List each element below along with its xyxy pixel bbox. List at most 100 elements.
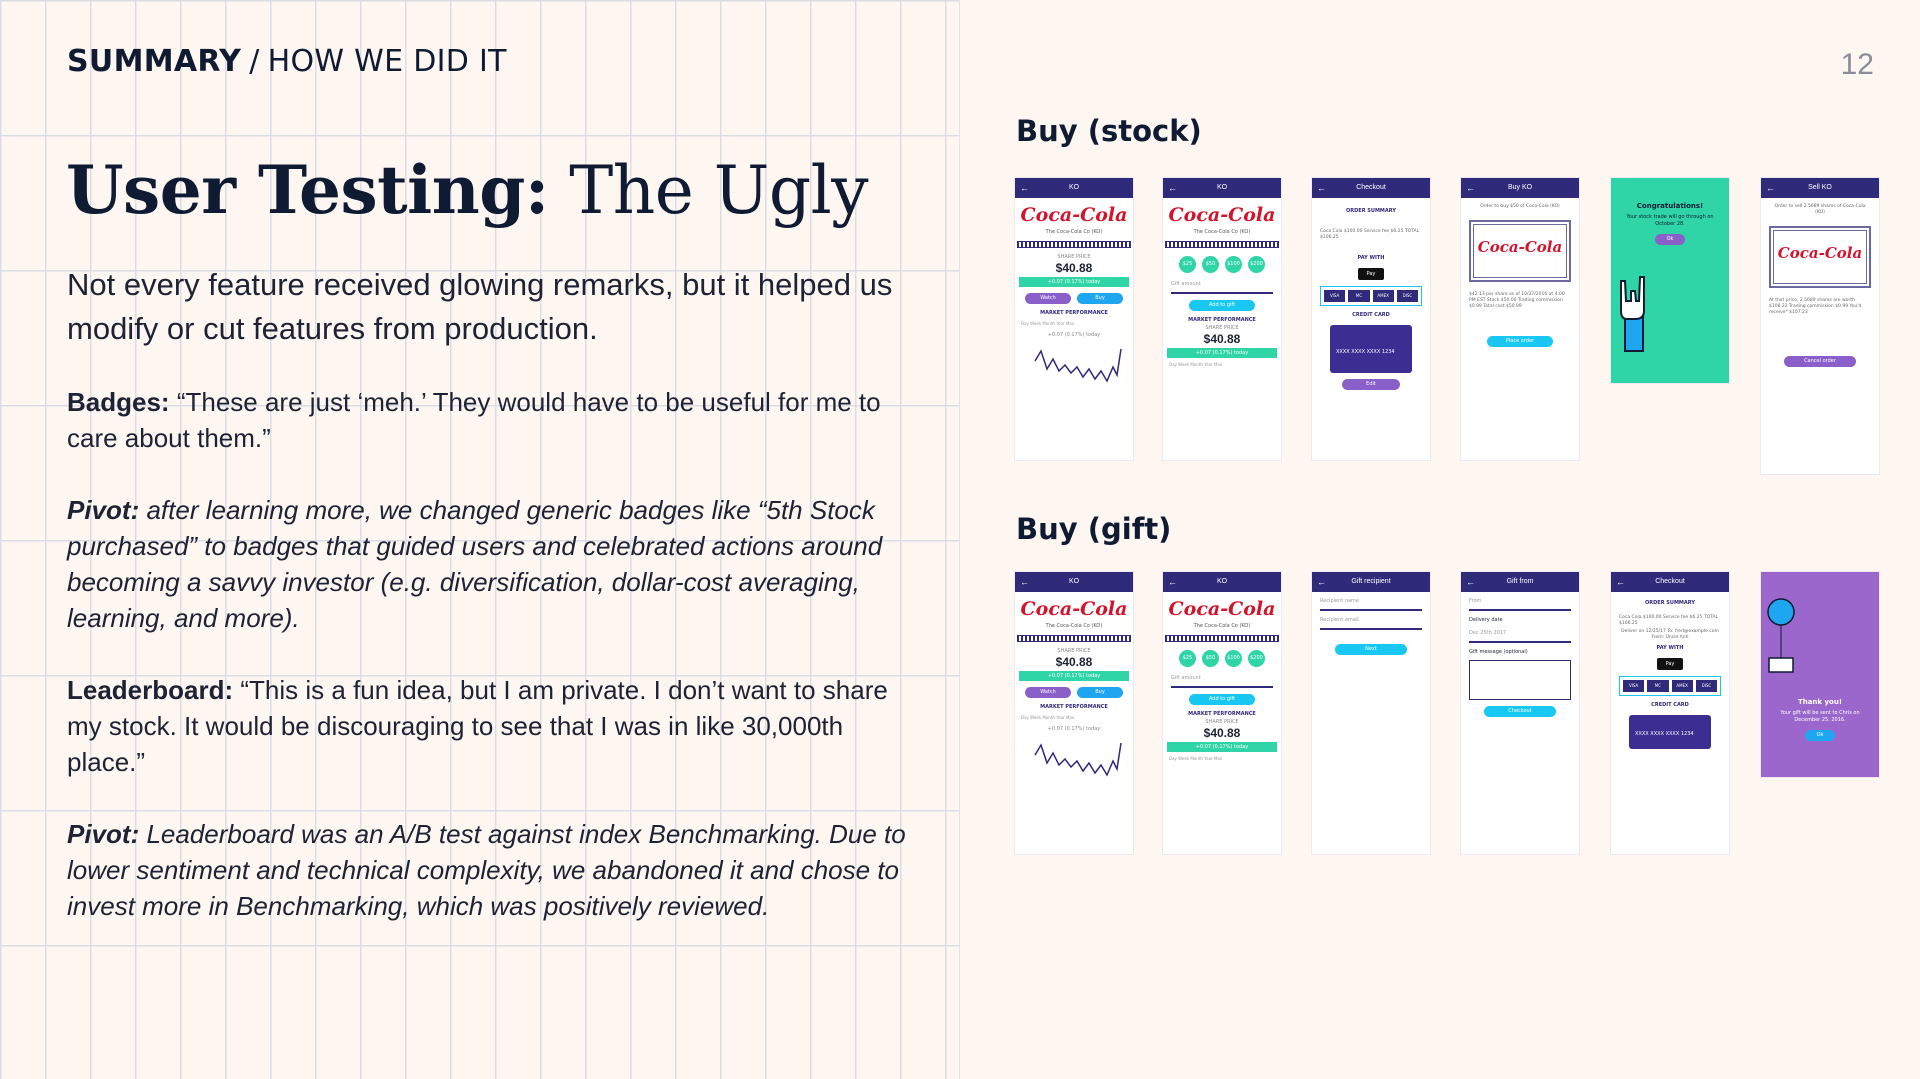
gift-amount-field[interactable]: [1171, 292, 1273, 294]
watch-button[interactable]: Watch: [1025, 687, 1071, 698]
buy-button[interactable]: Buy: [1077, 293, 1123, 304]
gift-message-field[interactable]: [1469, 660, 1571, 700]
card-type-selector[interactable]: VISA MC AMEX DISC: [1619, 676, 1721, 696]
card-type[interactable]: AMEX: [1671, 680, 1693, 692]
order-lines: Coca Cola $100.00 Service fee $6.25 TOTA…: [1619, 615, 1719, 626]
company-name: The Coca-Cola Co (KO): [1045, 229, 1103, 235]
amount-option[interactable]: $100: [1225, 650, 1242, 667]
recipient-name-field[interactable]: [1320, 609, 1422, 611]
price-change-small: +0.07 (0.17%) today: [1047, 332, 1101, 338]
action-buttons: Watch Buy: [1015, 293, 1133, 304]
amount-option[interactable]: $50: [1202, 650, 1219, 667]
paragraph-text: Leaderboard was an A/B test against inde…: [67, 819, 906, 921]
back-icon: ←: [1616, 577, 1625, 587]
share-price-label: SHARE PRICE: [1057, 254, 1091, 260]
screen-ko-detail: ← KO Coca-Cola The Coca-Cola Co (KO) SHAR…: [1015, 178, 1133, 460]
price-chart: [1034, 348, 1122, 383]
ok-button[interactable]: Ok: [1805, 730, 1835, 741]
buy-button[interactable]: Buy: [1077, 687, 1123, 698]
gift-amount-field[interactable]: [1171, 686, 1273, 688]
apple-pay-button[interactable]: Pay: [1358, 268, 1384, 280]
card-type[interactable]: DISC: [1396, 290, 1418, 302]
screen-header: ← Checkout: [1312, 178, 1430, 198]
company-name: The Coca-Cola Co (KO): [1193, 229, 1251, 235]
badges-paragraph: Badges: “These are just ‘meh.’ They woul…: [67, 384, 927, 456]
gift-amount-label: Gift amount: [1171, 675, 1201, 681]
range-tabs: Day Week Month Year Max: [1169, 362, 1223, 367]
thank-you-heading: Thank you!: [1797, 698, 1843, 706]
divider: [1165, 635, 1279, 642]
screen-gift-amount: ← KO Coca-Cola The Coca-Cola Co (KO) $25 …: [1163, 178, 1281, 460]
price-change: +0.07 (0.17%) today: [1167, 742, 1277, 752]
add-to-gift-wrap: Add to gift: [1163, 694, 1281, 705]
amount-option[interactable]: $200: [1248, 650, 1265, 667]
next-button[interactable]: Next: [1335, 644, 1407, 655]
card-type[interactable]: MC: [1348, 290, 1370, 302]
add-to-gift-button[interactable]: Add to gift: [1189, 300, 1255, 311]
screen-header: ← Checkout: [1611, 572, 1729, 592]
share-price: $40.88: [1055, 655, 1093, 669]
gift-balloon-icon: [1767, 598, 1795, 673]
delivery-date-field[interactable]: [1469, 641, 1571, 643]
edit-button[interactable]: Edit: [1342, 379, 1400, 390]
screen-buy-confirm: ← Buy KO Order to buy $50 of Coca-Cola (K…: [1461, 178, 1579, 460]
from-field[interactable]: [1469, 609, 1571, 611]
price-change-small: +0.07 (0.17%) today: [1047, 726, 1101, 732]
amount-options: $25 $50 $100 $200: [1163, 256, 1281, 273]
card-type[interactable]: MC: [1647, 680, 1669, 692]
deliver-text: Deliver on 12/25/17 To: fred@example.com…: [1621, 629, 1719, 640]
coca-cola-logo: Coca-Cola: [1777, 244, 1863, 262]
delivery-date-value[interactable]: Dec 25th 2017: [1469, 630, 1507, 636]
amount-option[interactable]: $25: [1179, 650, 1196, 667]
card-type[interactable]: VISA: [1623, 680, 1645, 692]
watch-button[interactable]: Watch: [1025, 293, 1071, 304]
amount-option[interactable]: $50: [1202, 256, 1219, 273]
add-to-gift-button[interactable]: Add to gift: [1189, 694, 1255, 705]
cancel-order-button[interactable]: Cancel order: [1784, 356, 1856, 367]
range-tabs: Day Week Month Year Max: [1021, 715, 1075, 720]
page-title: User Testing: The Ugly: [66, 150, 869, 231]
coca-cola-logo: Coca-Cola: [1020, 598, 1128, 620]
market-performance-label: MARKET PERFORMANCE: [1188, 317, 1256, 323]
coca-cola-logo: Coca-Cola: [1168, 598, 1276, 620]
coca-cola-logo: Coca-Cola: [1477, 238, 1563, 256]
card-type-selector[interactable]: VISA MC AMEX DISC: [1320, 286, 1422, 306]
share-price-label: SHARE PRICE: [1205, 325, 1239, 331]
checkout-button[interactable]: Checkout: [1484, 706, 1556, 717]
apple-pay-button[interactable]: Pay: [1657, 658, 1683, 670]
from-label: From: [1469, 598, 1482, 604]
market-performance-label: MARKET PERFORMANCE: [1040, 310, 1108, 316]
screen-header: ← Gift from: [1461, 572, 1579, 592]
share-price: $40.88: [1203, 332, 1241, 346]
amount-option[interactable]: $200: [1248, 256, 1265, 273]
amount-option[interactable]: $100: [1225, 256, 1242, 273]
amount-options: $25 $50 $100 $200: [1163, 650, 1281, 667]
badges-pivot-paragraph: Pivot: after learning more, we changed g…: [67, 492, 927, 636]
back-icon: ←: [1466, 577, 1475, 587]
gift-screen-from: ← Gift from From Delivery date Dec 25th 2…: [1461, 572, 1579, 854]
screen-header: ← KO: [1163, 178, 1281, 198]
card-type[interactable]: VISA: [1324, 290, 1346, 302]
buy-order-text: Order to buy $50 of Coca-Cola (KO): [1480, 204, 1560, 209]
place-order-button[interactable]: Place order: [1487, 336, 1553, 347]
add-to-gift-wrap: Add to gift: [1163, 300, 1281, 311]
market-performance-label: MARKET PERFORMANCE: [1188, 711, 1256, 717]
screen-congratulations: Congratulations! Your stock trade will g…: [1611, 178, 1729, 383]
recipient-email-field[interactable]: [1320, 628, 1422, 630]
divider: [1017, 635, 1131, 642]
gift-amount-label: Gift amount: [1171, 281, 1201, 287]
credit-card: XXXX XXXX XXXX 1234: [1330, 325, 1412, 373]
paragraph-text: “This is a fun idea, but I am private. I…: [67, 675, 888, 777]
amount-option[interactable]: $25: [1179, 256, 1196, 273]
text-panel: SUMMARY / HOW WE DID IT User Testing: The …: [0, 0, 960, 1079]
card-type[interactable]: AMEX: [1372, 290, 1394, 302]
breadcrumb: SUMMARY / HOW WE DID IT: [67, 44, 507, 79]
intro-text: Not every feature received glowing remar…: [67, 267, 893, 346]
card-type[interactable]: DISC: [1695, 680, 1717, 692]
paragraph-label: Leaderboard:: [67, 675, 234, 705]
price-chart: [1034, 742, 1122, 777]
ok-button[interactable]: Ok: [1655, 234, 1685, 245]
paragraph-label: Badges:: [67, 387, 170, 417]
page-number: 12: [1840, 48, 1874, 81]
stock-certificate: Coca-Cola: [1469, 220, 1571, 282]
